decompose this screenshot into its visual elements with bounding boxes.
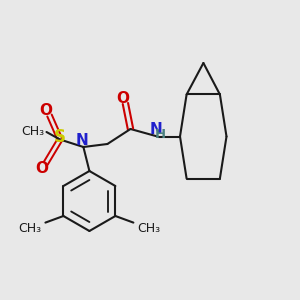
- Text: O: O: [116, 91, 130, 106]
- Text: O: O: [39, 103, 52, 118]
- Text: CH₃: CH₃: [137, 221, 160, 235]
- Text: N: N: [76, 133, 88, 148]
- Text: CH₃: CH₃: [21, 125, 44, 139]
- Text: O: O: [35, 161, 48, 176]
- Text: S: S: [54, 128, 66, 146]
- Text: H: H: [155, 128, 166, 142]
- Text: CH₃: CH₃: [19, 221, 42, 235]
- Text: N: N: [150, 122, 162, 137]
